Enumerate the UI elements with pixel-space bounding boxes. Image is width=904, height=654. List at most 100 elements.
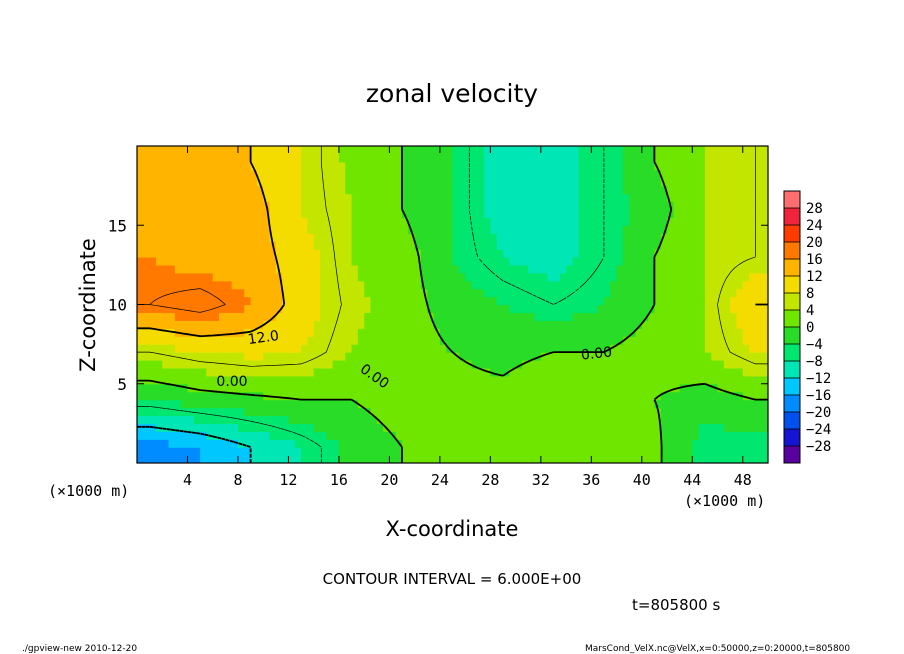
colorbar-swatch [784, 429, 800, 447]
field-cell [187, 161, 195, 171]
field-cell [263, 153, 271, 163]
field-cell [761, 447, 768, 456]
field-cell [256, 225, 264, 234]
field-cell [237, 185, 245, 195]
field-cell [427, 280, 435, 290]
field-cell [395, 280, 403, 290]
field-cell [408, 146, 416, 155]
field-cell [509, 241, 517, 250]
field-cell [591, 336, 599, 345]
field-cell [730, 288, 738, 298]
field-cell [547, 256, 555, 266]
field-cell [269, 153, 277, 163]
field-cell [288, 296, 296, 306]
field-cell [231, 296, 239, 306]
field-cell [389, 161, 397, 171]
field-cell [225, 161, 233, 171]
field-cell [275, 391, 283, 401]
field-cell [288, 383, 296, 393]
field-cell [540, 320, 548, 329]
field-cell [143, 447, 151, 456]
field-cell [137, 256, 144, 266]
field-cell [439, 304, 447, 314]
field-cell [547, 193, 555, 203]
field-cell [698, 256, 706, 266]
field-cell [698, 359, 706, 369]
field-cell [370, 169, 378, 179]
field-cell [181, 344, 189, 353]
field-cell [711, 431, 719, 440]
field-cell [439, 455, 447, 463]
field-cell [648, 399, 656, 409]
field-cell [364, 352, 372, 361]
field-cell [402, 241, 409, 250]
field-cell [749, 344, 756, 353]
field-cell [212, 193, 220, 203]
field-cell [755, 415, 763, 424]
field-cell [484, 423, 491, 432]
field-cell [685, 209, 693, 218]
field-cell [477, 304, 485, 314]
field-cell [181, 391, 189, 401]
field-cell [168, 304, 176, 314]
field-cell [439, 185, 447, 195]
field-cell [326, 296, 334, 306]
field-cell [616, 169, 624, 179]
field-cell [414, 375, 422, 385]
field-cell [603, 146, 611, 155]
field-cell [730, 312, 738, 321]
field-cell [723, 431, 731, 440]
field-cell [219, 383, 226, 393]
field-cell [187, 352, 195, 361]
field-cell [427, 241, 435, 250]
field-cell [402, 177, 409, 187]
field-cell [193, 272, 201, 282]
field-cell [294, 153, 302, 163]
field-cell [351, 296, 359, 306]
field-cell [521, 153, 529, 163]
field-cell [484, 320, 491, 329]
field-cell [534, 399, 542, 409]
field-cell [572, 209, 580, 218]
field-cell [515, 447, 523, 456]
field-cell [155, 431, 163, 440]
field-cell [357, 359, 365, 369]
field-cell [326, 304, 334, 314]
field-cell [616, 256, 624, 266]
field-cell [275, 161, 283, 171]
field-cell [319, 146, 327, 155]
field-cell [585, 296, 592, 306]
field-cell [641, 256, 649, 266]
field-cell [168, 280, 176, 290]
field-cell [162, 336, 170, 345]
field-cell [566, 367, 573, 377]
field-cell [256, 320, 264, 329]
field-cell [484, 375, 491, 385]
field-cell [383, 177, 390, 187]
field-cell [471, 344, 479, 353]
field-cell [559, 256, 567, 266]
field-cell [326, 201, 334, 211]
field-cell [692, 217, 700, 226]
field-cell [256, 375, 264, 385]
field-cell [332, 447, 340, 456]
field-cell [383, 431, 390, 440]
field-cell [351, 272, 359, 282]
field-cell [648, 249, 656, 258]
field-cell [465, 320, 473, 329]
field-cell [206, 320, 214, 329]
field-cell [307, 225, 315, 234]
field-cell [319, 399, 327, 409]
field-cell [761, 146, 768, 155]
field-cell [263, 407, 271, 417]
field-cell [326, 320, 334, 329]
field-cell [414, 344, 422, 353]
field-cell [660, 209, 668, 218]
field-cell [458, 304, 466, 314]
field-cell [420, 367, 428, 377]
field-cell [521, 146, 529, 155]
field-cell [490, 407, 498, 417]
field-cell [307, 344, 315, 353]
field-cell [641, 233, 649, 242]
field-cell [143, 344, 151, 353]
